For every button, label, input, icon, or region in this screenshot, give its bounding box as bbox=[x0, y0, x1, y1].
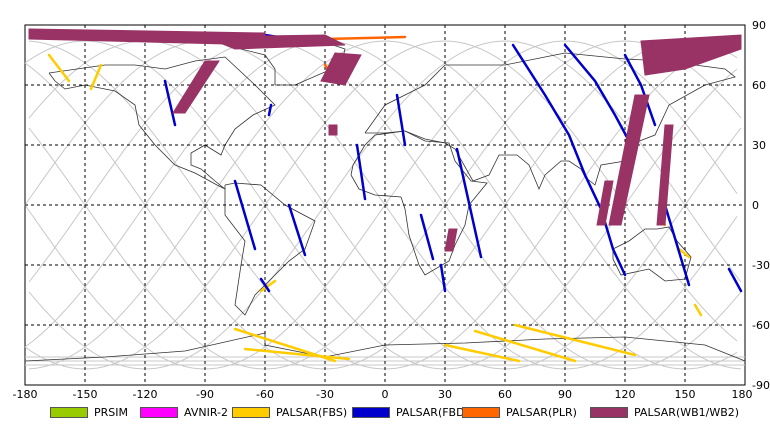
x-tick-label: -120 bbox=[133, 388, 158, 401]
legend-swatch bbox=[462, 406, 500, 418]
legend-item-palsar-fbs: PALSAR(FBS) bbox=[232, 404, 347, 420]
legend-label: PRSIM bbox=[94, 405, 128, 419]
swath-track bbox=[47, 53, 71, 83]
swath-wb bbox=[656, 124, 674, 226]
orbit-track bbox=[28, 40, 742, 370]
legend-label: AVNIR-2 bbox=[184, 405, 228, 419]
x-tick-label: -180 bbox=[13, 388, 38, 401]
orbit-track bbox=[28, 40, 742, 370]
swath-track bbox=[443, 343, 521, 363]
coverage-swaths bbox=[28, 28, 743, 363]
legend-label: PALSAR(WB1/WB2) bbox=[634, 405, 740, 419]
swath-track bbox=[267, 103, 273, 117]
swath-track bbox=[259, 279, 277, 293]
swath-track bbox=[623, 53, 657, 127]
swath-track bbox=[439, 263, 447, 293]
y-tick-label: -90 bbox=[752, 379, 770, 392]
swath-track bbox=[395, 93, 407, 147]
x-tick-label: 150 bbox=[675, 388, 696, 401]
swath-track bbox=[89, 63, 103, 91]
swath-track bbox=[287, 203, 307, 257]
swath-wb bbox=[320, 52, 362, 86]
swath-track bbox=[563, 43, 631, 143]
orbit-track bbox=[28, 40, 742, 370]
x-tick-label: 0 bbox=[382, 388, 389, 401]
swath-track bbox=[419, 213, 435, 261]
x-tick-label: 30 bbox=[438, 388, 452, 401]
orbit-track bbox=[24, 40, 738, 370]
y-tick-label: -30 bbox=[752, 259, 770, 272]
swath-track bbox=[323, 35, 407, 41]
swath-track bbox=[511, 43, 627, 277]
legend-item-prsim: PRSIM bbox=[50, 404, 128, 420]
swath-track bbox=[355, 143, 367, 201]
swath-wb bbox=[204, 34, 346, 50]
x-tick-label: -30 bbox=[316, 388, 334, 401]
swath-wb bbox=[596, 180, 614, 226]
orbit-track bbox=[28, 40, 742, 370]
swath-track bbox=[233, 327, 337, 363]
coastline bbox=[48, 56, 276, 190]
legend-item-avnir2: AVNIR-2 bbox=[140, 404, 228, 420]
swath-wb bbox=[444, 228, 458, 252]
swath-wb bbox=[328, 124, 338, 136]
legend-swatch bbox=[50, 406, 88, 418]
legend-label: PALSAR(FBS) bbox=[276, 405, 348, 419]
y-tick-label: 90 bbox=[752, 19, 766, 32]
swath-track bbox=[693, 303, 703, 317]
coastlines bbox=[24, 38, 746, 362]
y-tick-label: 0 bbox=[752, 199, 759, 212]
coastline bbox=[224, 182, 316, 316]
swath-track bbox=[473, 329, 577, 363]
y-tick-label: -60 bbox=[752, 319, 770, 332]
swath-track bbox=[243, 347, 351, 361]
swath-track bbox=[455, 147, 483, 259]
legend-label: PALSAR(FBD) bbox=[396, 405, 469, 419]
swath-wb bbox=[640, 34, 742, 76]
coastline bbox=[612, 226, 692, 282]
swath-track bbox=[233, 179, 257, 251]
legend-label: PALSAR(PLR) bbox=[506, 405, 577, 419]
legend-item-palsar-wb: PALSAR(WB1/WB2) bbox=[590, 404, 739, 420]
x-tick-label: 180 bbox=[732, 388, 753, 401]
x-tick-label: -90 bbox=[196, 388, 214, 401]
legend: PRSIM AVNIR-2 PALSAR(FBS) PALSAR(FBD) PA… bbox=[0, 400, 770, 426]
swath-track bbox=[163, 79, 177, 127]
legend-item-palsar-plr: PALSAR(PLR) bbox=[462, 404, 577, 420]
legend-swatch bbox=[352, 406, 390, 418]
coastline bbox=[24, 332, 746, 362]
x-tick-label: -150 bbox=[73, 388, 98, 401]
swath-wb bbox=[172, 60, 220, 114]
swath-track bbox=[513, 323, 637, 357]
swath-track bbox=[677, 247, 691, 259]
swath-track bbox=[727, 267, 743, 293]
x-tick-label: 60 bbox=[498, 388, 512, 401]
x-tick-label: 120 bbox=[615, 388, 636, 401]
swath-track bbox=[259, 277, 271, 293]
coastline bbox=[350, 130, 488, 276]
swath-track bbox=[663, 203, 691, 287]
x-axis-ticks: -180 -150 -120 -90 -60 -30 0 30 60 90 12… bbox=[13, 388, 753, 401]
y-tick-label: 30 bbox=[752, 139, 766, 152]
x-tick-label: -60 bbox=[256, 388, 274, 401]
legend-swatch bbox=[140, 406, 178, 418]
legend-item-palsar-fbd: PALSAR(FBD) bbox=[352, 404, 469, 420]
coastline bbox=[364, 52, 736, 191]
swath-wb bbox=[608, 94, 650, 226]
y-axis-ticks: 90 60 30 0 -30 -60 -90 bbox=[752, 19, 770, 392]
x-tick-label: 90 bbox=[558, 388, 572, 401]
y-tick-label: 60 bbox=[752, 79, 766, 92]
legend-swatch bbox=[590, 406, 628, 418]
legend-swatch bbox=[232, 406, 270, 418]
